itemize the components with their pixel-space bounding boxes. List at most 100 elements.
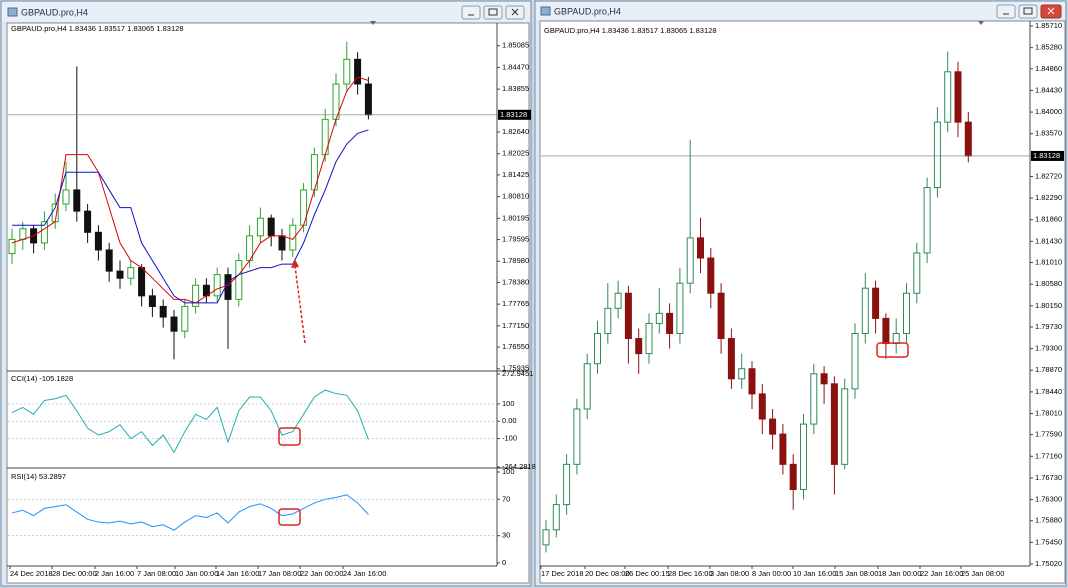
candle-body — [964, 121, 972, 157]
time-label: 28 Dec 00:00 — [52, 569, 97, 578]
indicator-line — [12, 129, 369, 304]
candle-body — [738, 368, 746, 380]
y-tick-label: 1.75450 — [1035, 537, 1062, 546]
y-tick-label: 1.81860 — [1035, 215, 1062, 224]
shift-marker — [978, 21, 984, 25]
icon — [488, 8, 498, 16]
time-label: 28 Dec 16:00 — [668, 569, 713, 578]
candle-body — [933, 121, 941, 189]
candle-body — [552, 504, 560, 531]
y-tick-label: 100 — [502, 467, 515, 476]
chart-header: GBPAUD.pro,H4 1.83436 1.83517 1.83065 1.… — [11, 24, 184, 33]
y-tick-label: 1.84470 — [502, 62, 529, 71]
y-tick-label: 1.78010 — [1035, 409, 1062, 418]
chart-header: RSI(14) 53.2897 — [11, 472, 66, 481]
window-buttons[interactable] — [461, 5, 525, 20]
y-tick-label: 1.78870 — [1035, 365, 1062, 374]
candle-body — [181, 305, 189, 332]
candle-body — [138, 267, 146, 297]
window-title: GBPAUD.pro,H4 — [554, 6, 621, 16]
title-bar — [536, 2, 1065, 20]
time-label: 25 Jan 08:00 — [961, 569, 1004, 578]
y-tick-label: 0 — [502, 558, 506, 567]
y-tick-label: 1.78380 — [502, 277, 529, 286]
candle-body — [73, 189, 81, 212]
time-label: 24 Dec 2018 — [10, 569, 53, 578]
time-label: 17 Dec 2018 — [541, 569, 584, 578]
candle-body — [810, 373, 818, 425]
y-tick-label: -100 — [502, 434, 517, 443]
candle-body — [542, 529, 550, 546]
candle-body — [116, 270, 124, 279]
y-tick-label: 1.85085 — [502, 41, 529, 50]
candle-body — [127, 267, 135, 279]
y-tick-label: 1.79300 — [1035, 344, 1062, 353]
chart-area — [6, 22, 530, 584]
time-label: 17 Jan 08:00 — [258, 569, 301, 578]
window-icon — [7, 7, 18, 17]
chart-header: GBPAUD.pro,H4 1.83436 1.83517 1.83065 1.… — [544, 26, 717, 35]
y-tick-label: 1.80195 — [502, 213, 529, 222]
minimize-button[interactable] — [461, 5, 481, 20]
candle-body — [256, 217, 264, 237]
candle-body — [913, 252, 921, 294]
candle-body — [62, 189, 70, 205]
y-tick-label: 1.76550 — [502, 342, 529, 351]
candle-body — [594, 333, 601, 365]
y-tick-label: 0.00 — [502, 416, 517, 425]
icon — [1047, 7, 1055, 15]
y-tick-label: -264.2818 — [502, 462, 536, 471]
time-label: 26 Dec 00:15 — [625, 569, 670, 578]
indicator-line — [11, 76, 369, 304]
candle-body — [19, 228, 27, 240]
time-label: 2 Jan 16:00 — [95, 569, 134, 578]
title-bar — [2, 2, 530, 22]
y-tick-label: 1.85280 — [1035, 43, 1062, 52]
candle-body — [170, 316, 178, 332]
minimize-button[interactable] — [996, 4, 1016, 19]
y-tick-label: 1.81425 — [502, 170, 529, 179]
maximize-button[interactable] — [483, 5, 503, 20]
y-tick-label: 272.9451 — [502, 369, 533, 378]
candle-body — [224, 274, 232, 300]
y-tick-label: 1.79730 — [1035, 322, 1062, 331]
current-price-label: 1.83128 — [1033, 151, 1060, 160]
y-tick-label: 1.84000 — [1035, 107, 1062, 116]
y-tick-label: 1.77590 — [1035, 430, 1062, 439]
time-label: 3 Jan 08:00 — [710, 569, 749, 578]
candle-body — [583, 363, 591, 410]
time-label: 15 Jan 08:00 — [835, 569, 878, 578]
candle-body — [769, 418, 777, 435]
candle-body — [727, 338, 735, 380]
candle-body — [666, 312, 674, 335]
candle-body — [84, 210, 92, 233]
y-tick-label: 1.81430 — [1035, 236, 1062, 245]
candle-body — [779, 433, 787, 465]
candle-body — [148, 295, 156, 307]
y-tick-label: 1.83855 — [502, 84, 529, 93]
candle-body — [614, 292, 622, 309]
y-tick-label: 1.83570 — [1035, 129, 1062, 138]
candle-body — [159, 305, 167, 318]
candle-body — [624, 292, 632, 340]
y-tick-label: 1.75935 — [502, 364, 529, 373]
window-title: GBPAUD.pro,H4 — [21, 7, 88, 17]
window-buttons[interactable] — [996, 4, 1062, 19]
window-icon — [540, 6, 551, 16]
candle-body — [686, 237, 694, 284]
candle-body — [563, 463, 571, 506]
y-tick-label: 1.76300 — [1035, 495, 1062, 504]
y-tick-label: 70 — [502, 494, 510, 503]
candle-body — [820, 373, 828, 385]
time-label: 24 Jan 16:00 — [343, 569, 386, 578]
candle-body — [923, 187, 931, 254]
candle-body — [267, 217, 275, 237]
y-tick-label: 1.76730 — [1035, 473, 1062, 482]
candle-body — [645, 322, 653, 355]
y-tick-label: 1.79595 — [502, 235, 529, 244]
candle-body — [192, 284, 200, 307]
candle-body — [892, 333, 900, 345]
maximize-button[interactable] — [1018, 4, 1038, 19]
